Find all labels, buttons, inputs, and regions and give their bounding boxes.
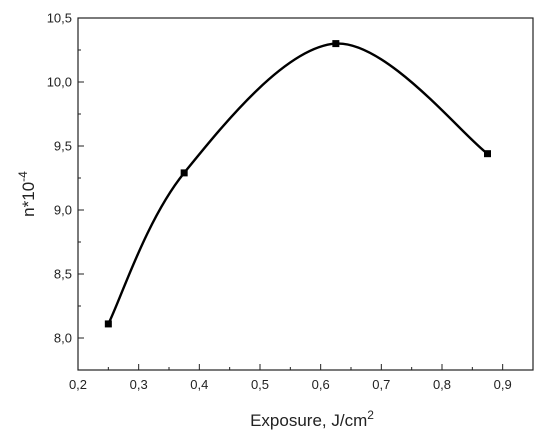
data-point-marker — [332, 40, 340, 48]
y-tick-label: 10,0 — [47, 75, 72, 90]
y-tick-label: 9,5 — [54, 139, 72, 154]
x-tick-label: 0,6 — [312, 377, 330, 392]
x-tick-label: 0,3 — [130, 377, 148, 392]
x-tick-label: 0,9 — [494, 377, 512, 392]
x-axis-ticks: 0,2 0,3 0,4 0,5 0,6 0,7 0,8 0,9 — [69, 364, 512, 392]
x-tick-label: 0,5 — [251, 377, 269, 392]
x-tick-label: 0,7 — [372, 377, 390, 392]
data-point-marker — [104, 320, 112, 328]
x-tick-label: 0,8 — [433, 377, 451, 392]
data-point-marker — [180, 169, 188, 177]
x-tick-label: 0,4 — [190, 377, 208, 392]
y-tick-label: 8,0 — [54, 331, 72, 346]
y-axis-ticks: 8,0 8,5 9,0 9,5 10,0 10,5 — [47, 11, 84, 346]
x-axis-title: Exposure, J/cm2 — [250, 408, 374, 430]
data-point-marker — [484, 150, 491, 158]
y-tick-label: 8,5 — [54, 267, 72, 282]
y-tick-label: 9,0 — [54, 203, 72, 218]
y-axis-title: n*10-4 — [16, 171, 38, 217]
series-curve — [107, 42, 489, 325]
x-tick-label: 0,2 — [69, 377, 87, 392]
y-tick-label: 10,5 — [47, 11, 72, 26]
plot-frame — [77, 17, 534, 371]
series-markers — [104, 40, 491, 328]
